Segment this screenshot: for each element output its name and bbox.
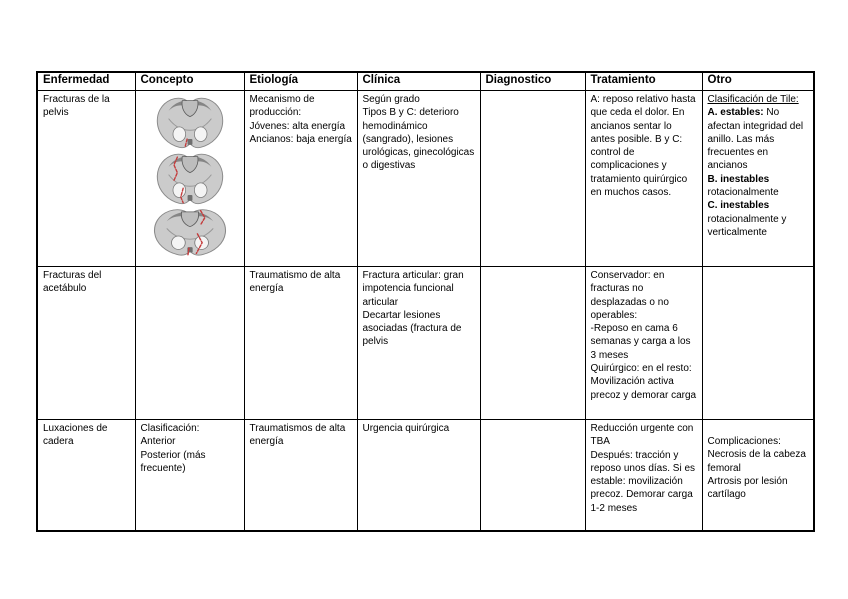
- cell-etiologia: Traumatismo de alta energía: [249, 270, 341, 295]
- cell-clinica: Según grado Tipos B y C: deterioro hemod…: [362, 94, 475, 172]
- col-header-enfermedad: Enfermedad: [36, 71, 136, 91]
- table-row-pelvis-fractures: Fracturas de la pelvis: [36, 90, 815, 267]
- cell-etiologia: Traumatismos de alta energía: [249, 423, 346, 448]
- cell-enfermedad: Fracturas del acetábulo: [43, 270, 102, 295]
- cell-concepto: Clasificación: Anterior Posterior (más f…: [140, 423, 206, 474]
- table-row-acetabulum-fractures: Fracturas del acetábulo Traumatismo de a…: [36, 266, 815, 420]
- pelvis-stable-diagram-icon: [156, 97, 224, 149]
- col-header-tratamiento: Tratamiento: [584, 71, 703, 91]
- col-header-etiologia: Etiología: [243, 71, 358, 91]
- col-header-diagnostico: Diagnostico: [479, 71, 586, 91]
- cell-tratamiento: Reducción urgente con TBA Después: tracc…: [590, 423, 696, 514]
- col-header-concepto: Concepto: [134, 71, 245, 91]
- fracture-lines-stable: [184, 138, 188, 148]
- cell-clinica: Fractura articular: gran impotencia func…: [362, 270, 464, 348]
- cell-tratamiento: Conservador: en fracturas no desplazadas…: [590, 270, 697, 401]
- cell-otro-complications: Complicaciones: Necrosis de la cabeza fe…: [707, 436, 806, 501]
- disease-summary-table: Enfermedad Concepto Etiología Clínica Di…: [36, 71, 815, 532]
- cell-concepto-diagrams: [141, 93, 240, 257]
- col-header-clinica: Clínica: [356, 71, 481, 91]
- cell-etiologia: Mecanismo de producción: Jóvenes: alta e…: [249, 94, 352, 145]
- tile-type-a-text: No afectan integridad del anillo. Las má…: [707, 107, 804, 172]
- col-header-otro: Otro: [701, 71, 815, 91]
- cell-enfermedad: Luxaciones de cadera: [43, 423, 108, 448]
- fracture-lines-rotational: [173, 156, 184, 204]
- tile-type-b-text: rotacionalmente: [707, 187, 779, 199]
- tile-type-a-label: A. estables:: [707, 107, 764, 119]
- cell-otro-tile-classification: Clasificación de Tile: A. estables: No a…: [708, 93, 810, 239]
- table-row-hip-dislocations: Luxaciones de cadera Clasificación: Ante…: [36, 419, 815, 532]
- tile-type-c-label: C. inestables: [707, 200, 770, 212]
- table-header-row: Enfermedad Concepto Etiología Clínica Di…: [36, 71, 815, 91]
- tile-type-b-label: B. inestables: [707, 173, 770, 185]
- tile-classification-title: Clasificación de Tile:: [707, 94, 799, 105]
- cell-tratamiento: A: reposo relativo hasta que ceda el dol…: [590, 94, 696, 199]
- pelvis-vertically-unstable-diagram-icon: [153, 209, 227, 256]
- tile-type-c-text: rotacionalmente y verticalmente: [707, 213, 787, 238]
- pelvis-rotationally-unstable-diagram-icon: [156, 153, 224, 205]
- fracture-lines-vertical: [187, 209, 206, 256]
- cell-clinica: Urgencia quirúrgica: [362, 423, 450, 434]
- cell-enfermedad: Fracturas de la pelvis: [43, 94, 110, 119]
